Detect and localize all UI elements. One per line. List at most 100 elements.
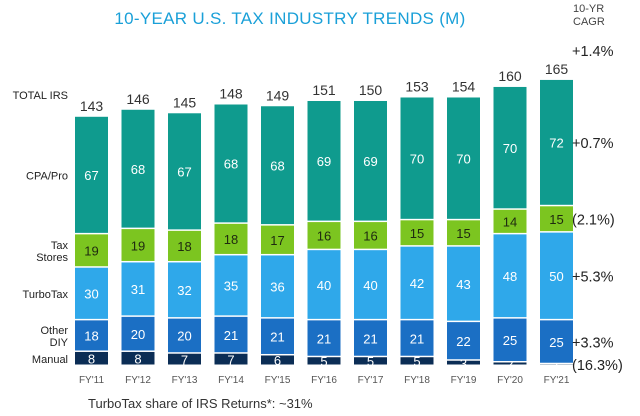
bar-turbotax-4 [261, 255, 294, 318]
bar-tax-stores-9 [493, 209, 527, 233]
value-label-cpa-pro-4: 68 [270, 158, 284, 173]
value-label-other-diy-1: 20 [131, 327, 145, 342]
bar-manual-0 [75, 351, 108, 365]
total-label-0: 143 [80, 98, 104, 114]
bar-turbotax-10 [540, 232, 573, 319]
bar-other-diy-2 [168, 318, 201, 353]
value-label-cpa-pro-10: 72 [549, 136, 563, 151]
x-tick-5: FY'16 [311, 375, 337, 386]
value-label-manual-10: 1 [553, 358, 560, 373]
x-tick-6: FY'17 [358, 375, 384, 386]
value-label-cpa-pro-6: 69 [363, 154, 377, 169]
total-label-10: 165 [545, 61, 569, 77]
value-label-manual-6: 5 [367, 354, 374, 369]
value-label-other-diy-10: 25 [549, 335, 563, 350]
row-label-other-diy-0: Other [40, 325, 68, 337]
value-label-other-diy-9: 25 [503, 333, 517, 348]
row-label-turbotax: TurboTax [23, 289, 69, 301]
bar-manual-2 [168, 353, 201, 365]
total-label-1: 146 [126, 91, 150, 107]
cagr-values: +1.4% (16.3%) +3.3% +5.3% (2.1%) +0.7% [572, 44, 623, 374]
bar-cpa-pro-4 [261, 106, 294, 225]
value-label-tax-stores-1: 19 [131, 238, 145, 253]
bar-manual-7 [400, 357, 434, 365]
bar-manual-3 [214, 353, 248, 365]
value-label-turbotax-3: 35 [224, 279, 238, 294]
value-label-other-diy-0: 18 [84, 329, 98, 344]
bar-turbotax-3 [214, 255, 248, 316]
value-label-turbotax-0: 30 [84, 287, 98, 302]
cagr-tax-stores: (2.1%) [572, 212, 615, 228]
value-label-other-diy-3: 21 [224, 328, 238, 343]
value-label-manual-8: 3 [460, 356, 467, 371]
bar-tax-stores-8 [447, 220, 480, 246]
bar-cpa-pro-9 [493, 86, 527, 209]
chart-title: 10-YEAR U.S. TAX INDUSTRY TRENDS (M) [114, 9, 465, 28]
bar-tax-stores-5 [307, 222, 341, 249]
value-label-turbotax-9: 48 [503, 269, 517, 284]
value-label-tax-stores-8: 15 [456, 226, 470, 241]
bar-tax-stores-0 [75, 234, 108, 267]
value-label-turbotax-5: 40 [317, 278, 331, 293]
value-label-cpa-pro-8: 70 [456, 151, 470, 166]
bar-other-diy-9 [493, 318, 527, 361]
bar-turbotax-5 [307, 250, 341, 319]
x-tick-1: FY'12 [125, 375, 151, 386]
row-label-cpa-pro: CPA/Pro [26, 171, 68, 183]
value-label-tax-stores-9: 14 [503, 215, 517, 230]
cagr-turbotax: +5.3% [572, 269, 614, 285]
value-label-manual-1: 8 [134, 351, 141, 366]
row-label-total-irs: TOTAL IRS [13, 90, 68, 102]
x-tick-3: FY'14 [218, 375, 244, 386]
value-label-tax-stores-3: 18 [224, 232, 238, 247]
bar-tax-stores-6 [354, 222, 387, 249]
cagr-cpa-pro: +0.7% [572, 136, 614, 152]
cagr-other-diy: +3.3% [572, 335, 614, 351]
bar-turbotax-0 [75, 267, 108, 319]
value-label-other-diy-5: 21 [317, 331, 331, 346]
bar-cpa-pro-7 [400, 97, 434, 219]
value-label-cpa-pro-1: 68 [131, 162, 145, 177]
bar-tax-stores-10 [540, 206, 573, 232]
value-label-tax-stores-4: 17 [270, 233, 284, 248]
x-tick-8: FY'19 [451, 375, 477, 386]
value-label-other-diy-4: 21 [270, 330, 284, 345]
cagr-total: +1.4% [572, 44, 614, 60]
value-label-cpa-pro-2: 67 [177, 165, 191, 180]
bars: 8183019678203119687203218677213518686213… [75, 79, 573, 373]
value-label-other-diy-8: 22 [456, 334, 470, 349]
bar-other-diy-5 [307, 320, 341, 356]
bar-tax-stores-3 [214, 223, 248, 254]
bar-turbotax-7 [400, 246, 434, 319]
bar-cpa-pro-8 [447, 97, 480, 219]
bar-other-diy-10 [540, 320, 573, 363]
value-label-tax-stores-2: 18 [177, 239, 191, 254]
bar-tax-stores-7 [400, 220, 434, 246]
value-label-other-diy-7: 21 [410, 331, 424, 346]
bar-cpa-pro-6 [354, 100, 387, 221]
bar-tax-stores-4 [261, 225, 294, 254]
x-axis-labels: FY'11 FY'12 FY'13 FY'14 FY'15 FY'16 FY'17 FY'18… [79, 375, 570, 386]
bar-cpa-pro-1 [121, 109, 155, 228]
bar-manual-1 [121, 351, 155, 365]
cagr-header-line-0: 10-YR [573, 3, 604, 15]
bar-manual-6 [354, 357, 387, 365]
bar-tax-stores-1 [121, 229, 155, 261]
value-label-tax-stores-6: 16 [363, 229, 377, 244]
bar-manual-5 [307, 357, 341, 365]
x-tick-7: FY'18 [404, 375, 430, 386]
x-tick-4: FY'15 [265, 375, 291, 386]
value-label-turbotax-6: 40 [363, 278, 377, 293]
value-label-other-diy-6: 21 [363, 331, 377, 346]
value-label-cpa-pro-5: 69 [317, 154, 331, 169]
value-label-turbotax-10: 50 [549, 269, 563, 284]
value-label-manual-2: 7 [181, 352, 188, 367]
x-tick-10: FY'21 [544, 375, 570, 386]
value-label-cpa-pro-7: 70 [410, 151, 424, 166]
row-label-other-diy-1: DIY [50, 337, 69, 349]
bar-other-diy-8 [447, 322, 480, 360]
value-label-cpa-pro-0: 67 [84, 168, 98, 183]
